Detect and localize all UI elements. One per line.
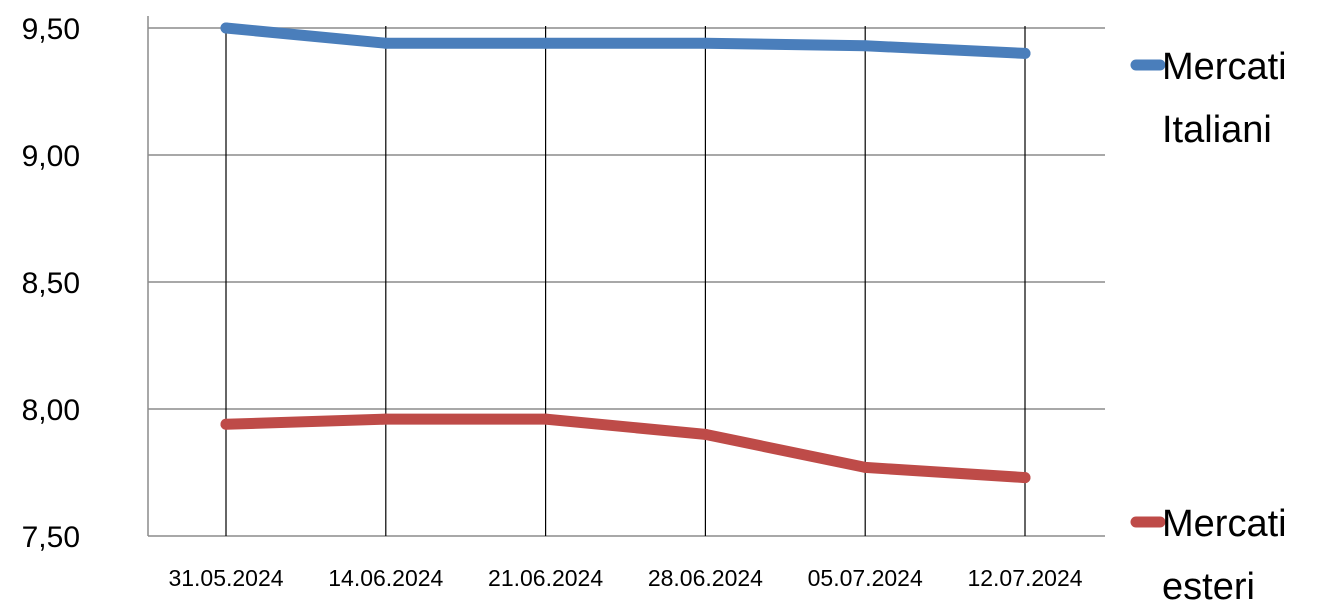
vertical-gridlines [225, 26, 1026, 536]
horizontal-gridlines [148, 27, 1105, 537]
legend-label: Italiani [1162, 109, 1272, 151]
y-tick-label: 9,50 [22, 13, 80, 46]
y-tick-label: 7,50 [22, 521, 80, 554]
x-tick-label: 12.07.2024 [967, 565, 1082, 591]
y-tick-labels: 9,50 9,00 8,50 8,00 7,50 [22, 13, 80, 554]
legend-label: Mercati [1162, 46, 1287, 88]
data-point [380, 413, 392, 425]
data-point [1019, 47, 1031, 59]
series-lines [220, 22, 1031, 484]
data-point [859, 461, 871, 473]
data-point [540, 37, 552, 49]
legend: Mercati Italiani Mercati esteri [1130, 46, 1287, 605]
x-tick-label: 21.06.2024 [488, 565, 603, 591]
x-tick-label: 31.05.2024 [168, 565, 283, 591]
y-tick-label: 8,00 [22, 394, 80, 427]
x-tick-label: 14.06.2024 [328, 565, 443, 591]
data-point [1019, 472, 1031, 484]
y-tick-label: 9,00 [22, 140, 80, 173]
data-point [540, 413, 552, 425]
legend-label: Mercati [1162, 503, 1287, 545]
y-tick-label: 8,50 [22, 267, 80, 300]
x-tick-label: 05.07.2024 [808, 565, 923, 591]
series-line-0 [220, 22, 1031, 59]
data-point [699, 37, 711, 49]
legend-label: esteri [1162, 566, 1255, 605]
x-tick-labels: 31.05.2024 14.06.2024 21.06.2024 28.06.2024… [168, 565, 1082, 591]
x-tick-label: 28.06.2024 [648, 565, 763, 591]
data-point [220, 22, 232, 34]
data-point [380, 37, 392, 49]
series-line-1 [220, 413, 1031, 484]
data-point [699, 428, 711, 440]
data-point [859, 40, 871, 52]
data-point [220, 418, 232, 430]
